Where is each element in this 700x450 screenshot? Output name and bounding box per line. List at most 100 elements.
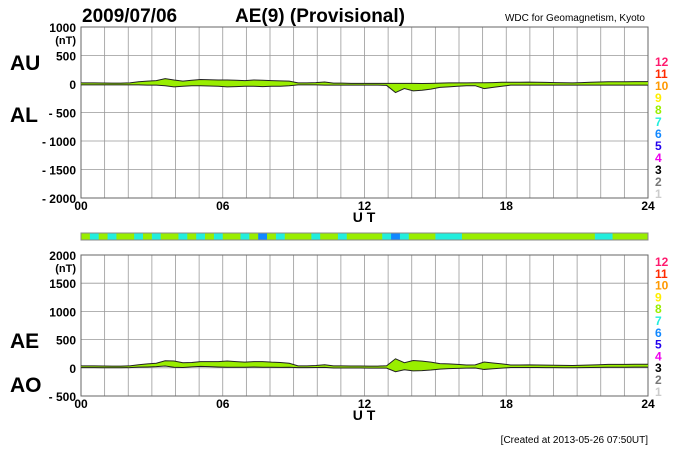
station-count-segment bbox=[382, 233, 392, 240]
station-count-segment bbox=[196, 233, 206, 240]
station-count-segment bbox=[151, 233, 162, 240]
plot-frame bbox=[80, 254, 649, 397]
station-count-segment bbox=[187, 233, 197, 240]
series-line-ao bbox=[81, 365, 648, 373]
station-count-segment bbox=[240, 233, 250, 240]
station-count-segment bbox=[479, 233, 490, 240]
station-count-segment bbox=[107, 233, 117, 240]
station-count-segment bbox=[169, 233, 179, 240]
legend-level: 6 bbox=[655, 127, 662, 141]
station-count-segment bbox=[523, 233, 534, 240]
station-count-segment bbox=[399, 233, 410, 240]
x-tick-label: 00 bbox=[74, 397, 88, 411]
station-count-segment bbox=[453, 233, 463, 240]
legend-level: 6 bbox=[655, 326, 662, 340]
y-tick-label: 1000 bbox=[49, 305, 76, 319]
station-count-segment bbox=[497, 233, 507, 240]
y-tick-label: - 1500 bbox=[42, 164, 76, 178]
station-count-segment bbox=[143, 233, 153, 240]
station-count-segment bbox=[125, 233, 135, 240]
station-count-bar bbox=[80, 232, 649, 241]
series-line-ae bbox=[81, 358, 648, 367]
station-count-segment bbox=[178, 233, 188, 240]
legend-level: 1 bbox=[655, 385, 662, 399]
station-count-segment bbox=[213, 233, 224, 240]
created-timestamp: [Created at 2013-05-26 07:50UT] bbox=[501, 435, 649, 446]
station-count-segment bbox=[577, 233, 587, 240]
station-count-segment bbox=[81, 233, 91, 240]
ae-label: AE bbox=[10, 330, 39, 353]
legend-level: 7 bbox=[655, 115, 662, 129]
legend-level: 8 bbox=[655, 302, 662, 316]
y-unit-top: (nT) bbox=[55, 35, 76, 47]
station-count-segment bbox=[116, 233, 126, 240]
legend-level: 1 bbox=[655, 187, 662, 201]
station-count-segment bbox=[134, 233, 144, 240]
station-count-segment bbox=[231, 233, 241, 240]
station-count-segment bbox=[267, 233, 277, 240]
station-count-segment bbox=[98, 233, 109, 240]
station-count-segment bbox=[408, 233, 419, 240]
legend-level: 4 bbox=[655, 349, 662, 363]
x-tick-label: 18 bbox=[500, 199, 514, 213]
station-count-segment bbox=[461, 233, 472, 240]
legend-level: 2 bbox=[655, 175, 662, 189]
series-line-au bbox=[81, 78, 648, 85]
x-tick-label: 12 bbox=[358, 397, 372, 411]
y-tick-label: - 500 bbox=[49, 107, 77, 121]
y-tick-label: - 1000 bbox=[42, 135, 76, 149]
x-tick-label: 00 bbox=[74, 199, 88, 213]
station-count-segment bbox=[373, 233, 383, 240]
station-count-segment bbox=[470, 233, 481, 240]
station-bar-frame bbox=[80, 232, 649, 241]
station-count-segment bbox=[417, 233, 428, 240]
station-count-segment bbox=[506, 233, 516, 240]
legend-level: 7 bbox=[655, 314, 662, 328]
station-count-segment bbox=[639, 233, 649, 240]
station-count-segment bbox=[585, 233, 596, 240]
station-count-segment bbox=[426, 233, 436, 240]
station-count-segment bbox=[275, 233, 286, 240]
station-count-segment bbox=[550, 233, 560, 240]
station-count-segment bbox=[612, 233, 622, 240]
legend-level: 5 bbox=[655, 338, 662, 352]
series-line-al bbox=[81, 84, 648, 94]
al-label: AL bbox=[10, 104, 38, 127]
station-count-segment bbox=[249, 233, 259, 240]
station-count-segment bbox=[364, 233, 374, 240]
chart-title: AE(9) (Provisional) bbox=[235, 6, 405, 27]
y-unit-bottom: (nT) bbox=[55, 263, 76, 275]
station-count-segment bbox=[160, 233, 171, 240]
legend-level: 3 bbox=[655, 361, 662, 375]
x-label-top: U T bbox=[353, 209, 376, 225]
station-count-segment bbox=[222, 233, 233, 240]
station-count-segment bbox=[435, 233, 445, 240]
series-area-fill bbox=[81, 78, 648, 93]
station-count-segment bbox=[89, 233, 100, 240]
legend-level: 9 bbox=[655, 91, 662, 105]
x-tick-label: 06 bbox=[216, 397, 230, 411]
legend-level: 5 bbox=[655, 139, 662, 153]
x-label-bottom: U T bbox=[353, 407, 376, 423]
legend-level: 9 bbox=[655, 290, 662, 304]
x-tick-label: 24 bbox=[641, 397, 655, 411]
station-count-segment bbox=[320, 233, 330, 240]
station-count-segment bbox=[621, 233, 631, 240]
station-count-segment bbox=[205, 233, 215, 240]
ao-label: AO bbox=[10, 374, 42, 397]
station-count-segment bbox=[258, 233, 268, 240]
station-count-segment bbox=[541, 233, 552, 240]
au-label: AU bbox=[10, 52, 40, 75]
series-area-fill bbox=[81, 358, 648, 372]
legend-level: 4 bbox=[655, 151, 662, 165]
legend-level: 10 bbox=[655, 79, 669, 93]
station-count-segment bbox=[284, 233, 295, 240]
x-tick-label: 12 bbox=[358, 199, 372, 213]
plot-frame bbox=[80, 26, 649, 199]
date-title: 2009/07/06 bbox=[82, 6, 177, 27]
legend-level: 3 bbox=[655, 163, 662, 177]
station-count-segment bbox=[346, 233, 357, 240]
y-tick-label: 1000 bbox=[49, 21, 76, 35]
